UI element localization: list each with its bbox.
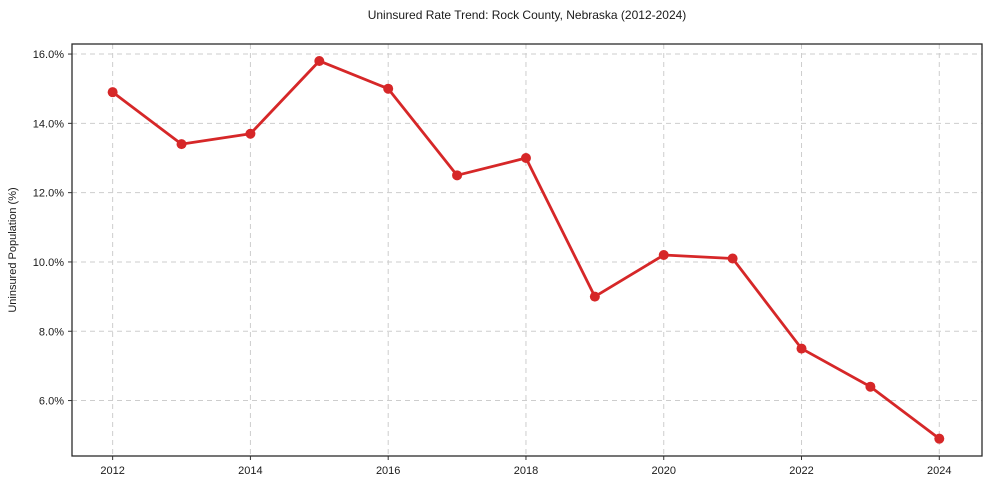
- data-point: [589, 291, 600, 302]
- y-tick-label: 8.0%: [39, 326, 64, 338]
- data-point: [520, 153, 531, 164]
- y-tick-label: 14.0%: [33, 118, 64, 130]
- x-tick-label: 2016: [376, 465, 400, 477]
- data-point: [934, 433, 945, 444]
- data-point: [383, 83, 394, 94]
- data-point: [176, 139, 187, 150]
- y-tick-label: 10.0%: [33, 257, 64, 269]
- data-point: [796, 343, 807, 354]
- y-tick-label: 16.0%: [33, 49, 64, 61]
- x-tick-label: 2014: [238, 465, 262, 477]
- chart-title: Uninsured Rate Trend: Rock County, Nebra…: [367, 8, 687, 22]
- x-tick-label: 2022: [789, 465, 813, 477]
- data-point: [245, 128, 256, 139]
- data-point: [658, 250, 669, 261]
- data-point: [107, 87, 118, 98]
- data-point: [452, 170, 463, 181]
- x-tick-label: 2024: [927, 465, 951, 477]
- y-tick-label: 6.0%: [39, 396, 64, 408]
- data-point: [865, 381, 876, 392]
- plot-border: [71, 43, 983, 457]
- x-tick-label: 2018: [514, 465, 538, 477]
- x-tick-label: 2012: [100, 465, 124, 477]
- x-tick-label: 2020: [651, 465, 675, 477]
- data-point: [314, 55, 325, 66]
- data-point: [727, 253, 738, 264]
- y-tick-label: 12.0%: [33, 188, 64, 200]
